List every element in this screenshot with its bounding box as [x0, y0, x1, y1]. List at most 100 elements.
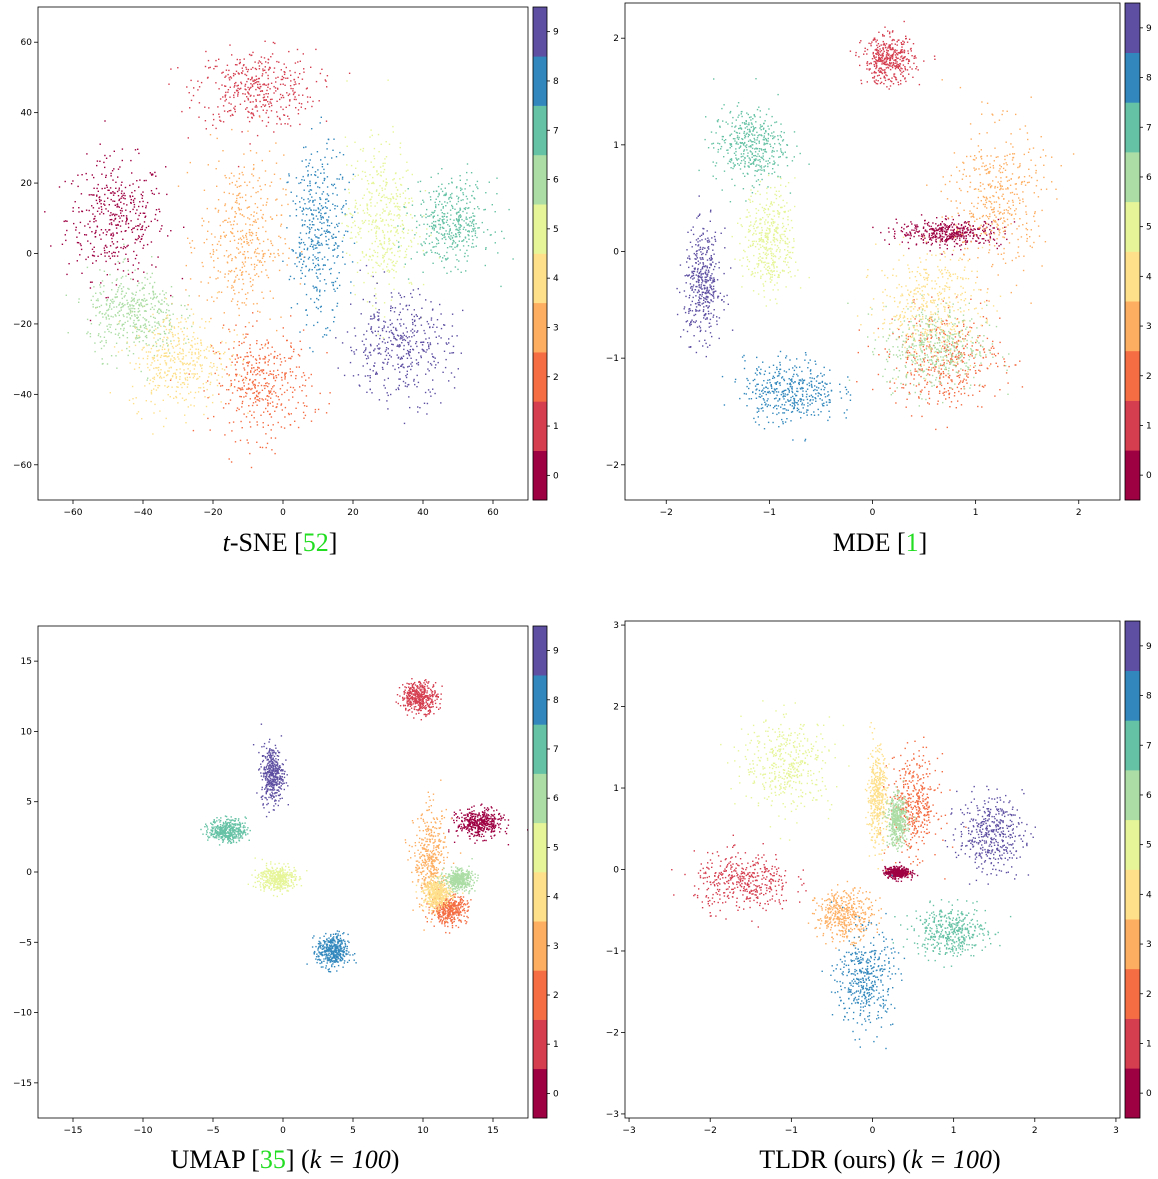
- point: [318, 237, 320, 239]
- point: [251, 108, 254, 110]
- point: [400, 183, 402, 186]
- point: [277, 396, 279, 398]
- point: [231, 128, 233, 131]
- point: [334, 290, 336, 292]
- point: [315, 192, 317, 194]
- point: [353, 284, 355, 287]
- point: [383, 327, 385, 329]
- point: [100, 229, 103, 231]
- point: [222, 221, 224, 223]
- point: [246, 207, 248, 209]
- point: [210, 317, 212, 320]
- point: [231, 284, 233, 287]
- point: [855, 51, 857, 54]
- point: [193, 368, 196, 370]
- point: [240, 274, 243, 276]
- point: [319, 72, 322, 75]
- point: [370, 198, 372, 200]
- point: [458, 227, 460, 229]
- point: [411, 296, 413, 298]
- point: [263, 83, 265, 85]
- point: [133, 206, 136, 208]
- point: [181, 277, 184, 280]
- point: [876, 39, 878, 41]
- point: [152, 292, 155, 294]
- point: [120, 230, 123, 233]
- point: [108, 330, 110, 333]
- point: [261, 62, 263, 65]
- point: [139, 223, 141, 225]
- point: [356, 271, 359, 273]
- point: [252, 232, 254, 235]
- point: [92, 194, 94, 196]
- point: [105, 312, 107, 314]
- point: [142, 306, 144, 308]
- point: [197, 80, 199, 82]
- point: [318, 186, 321, 189]
- point: [322, 182, 324, 184]
- point: [287, 412, 290, 415]
- point: [175, 377, 177, 379]
- point: [366, 205, 368, 207]
- cluster-class-9: [335, 264, 464, 425]
- point: [450, 177, 453, 180]
- point: [293, 92, 295, 94]
- point: [475, 184, 477, 186]
- point: [323, 264, 325, 266]
- point: [154, 321, 156, 323]
- point: [326, 142, 328, 145]
- point: [894, 54, 897, 56]
- point: [270, 429, 272, 431]
- point: [219, 271, 222, 273]
- point: [900, 67, 902, 69]
- point: [208, 396, 211, 398]
- point: [257, 275, 260, 278]
- point: [257, 259, 259, 261]
- point: [96, 225, 98, 227]
- point: [309, 180, 311, 182]
- point: [110, 198, 112, 201]
- point: [133, 250, 135, 253]
- point: [390, 305, 392, 307]
- point: [270, 416, 273, 418]
- point: [275, 77, 277, 79]
- point: [459, 232, 462, 234]
- point: [345, 230, 347, 232]
- point: [401, 223, 404, 225]
- point: [333, 138, 335, 140]
- point: [234, 73, 236, 75]
- point: [324, 212, 326, 215]
- point: [254, 369, 256, 371]
- point: [246, 242, 248, 245]
- point: [270, 242, 273, 245]
- point: [422, 350, 424, 352]
- point: [383, 236, 386, 238]
- point: [230, 224, 232, 226]
- point: [164, 385, 166, 387]
- point: [371, 182, 374, 184]
- point: [111, 214, 113, 216]
- point: [276, 403, 279, 405]
- point: [984, 239, 987, 242]
- point: [121, 297, 123, 300]
- point: [377, 347, 379, 350]
- point: [245, 304, 247, 306]
- point: [317, 252, 319, 254]
- point: [388, 202, 391, 204]
- point: [118, 215, 120, 217]
- point: [494, 231, 496, 233]
- point: [859, 64, 861, 67]
- point: [321, 258, 324, 260]
- point: [441, 226, 444, 228]
- point: [448, 338, 450, 340]
- point: [361, 340, 364, 342]
- point: [394, 368, 396, 371]
- point: [350, 281, 352, 283]
- point: [976, 240, 978, 242]
- point: [123, 315, 125, 318]
- point: [238, 62, 241, 65]
- point: [416, 251, 418, 253]
- point: [901, 71, 903, 74]
- point: [455, 187, 458, 189]
- point: [136, 326, 138, 328]
